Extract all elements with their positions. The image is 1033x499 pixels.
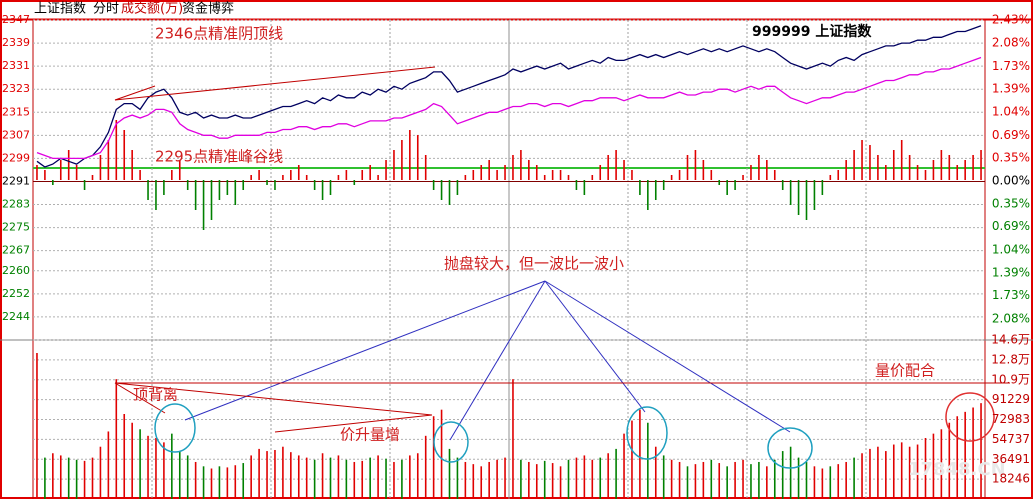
price-line <box>36 56 982 160</box>
y-tick-label: 2283 <box>2 198 30 211</box>
y-tick-label: 72983 <box>992 412 1030 426</box>
y2-tick-label: 2.08% <box>992 36 1030 50</box>
y-tick-label: 2291 <box>2 174 30 187</box>
watermark: 17848.CN <box>908 459 1006 480</box>
annotation: 顶背离 <box>133 386 178 404</box>
toolbar-item[interactable]: 上证指数 <box>34 2 86 17</box>
marks <box>36 25 982 499</box>
y-tick-label: 2339 <box>2 36 30 49</box>
y2-tick-label: 1.73% <box>992 59 1030 73</box>
y-tick-label: 2315 <box>2 105 30 118</box>
y2-tick-label: 2.08% <box>992 311 1030 325</box>
y-tick-label: 2260 <box>2 264 30 277</box>
y2-tick-label: 1.04% <box>992 105 1030 119</box>
y-tick-label: 12.8万 <box>991 352 1030 366</box>
y-tick-label: 14.6万 <box>991 333 1030 347</box>
annotation: 量价配合 <box>875 362 935 380</box>
y2-tick-label: 0.69% <box>992 219 1030 233</box>
y2-tick-label: 0.00% <box>992 173 1030 187</box>
annotation: 2346点精准阴顶线 <box>155 25 283 43</box>
annotation: 2295点精准峰谷线 <box>155 148 283 166</box>
y2-tick-label: 0.35% <box>992 150 1030 164</box>
grid <box>33 19 985 499</box>
y-tick-label: 2275 <box>2 221 30 234</box>
y-tick-label: 36491 <box>992 452 1030 466</box>
annotation: 价升量增 <box>340 426 400 444</box>
toolbar-item[interactable]: 资金博弈 <box>182 1 234 17</box>
y-tick-label: 10.9万 <box>991 372 1030 386</box>
y-tick-label: 2244 <box>2 310 30 323</box>
y-tick-label: 2323 <box>2 82 30 95</box>
y-tick-label: 2307 <box>2 128 30 141</box>
annotation: 抛盘较大，但一波比一波小 <box>444 255 624 273</box>
toolbar-item[interactable]: 分时 <box>93 2 119 17</box>
y-tick-label: 2347 <box>2 13 30 26</box>
y-tick-label: 2299 <box>2 151 30 164</box>
chart-title: 999999 上证指数 <box>752 23 872 40</box>
y-tick-label: 18246 <box>992 472 1030 486</box>
y2-tick-label: 2.43% <box>992 13 1030 27</box>
y-tick-label: 91229 <box>992 392 1030 406</box>
y2-tick-label: 1.04% <box>992 242 1030 256</box>
price-line <box>36 25 982 168</box>
toolbar-item[interactable]: 成交额(万) <box>121 1 183 17</box>
y-tick-label: 54737 <box>992 432 1030 446</box>
y2-tick-label: 0.35% <box>992 197 1030 211</box>
labels: 上证指数 分时 成交额(万) 资金博弈 999999 上证指数 17848.CN… <box>2 1 1030 486</box>
annotation-lines <box>114 66 1010 469</box>
y2-tick-label: 1.73% <box>992 288 1030 302</box>
y-tick-label: 2252 <box>2 287 30 300</box>
y2-tick-label: 1.39% <box>992 266 1030 280</box>
y2-tick-label: 1.39% <box>992 81 1030 95</box>
y2-tick-label: 0.69% <box>992 128 1030 142</box>
y-tick-label: 2267 <box>2 244 30 257</box>
y-tick-label: 2331 <box>2 59 30 72</box>
